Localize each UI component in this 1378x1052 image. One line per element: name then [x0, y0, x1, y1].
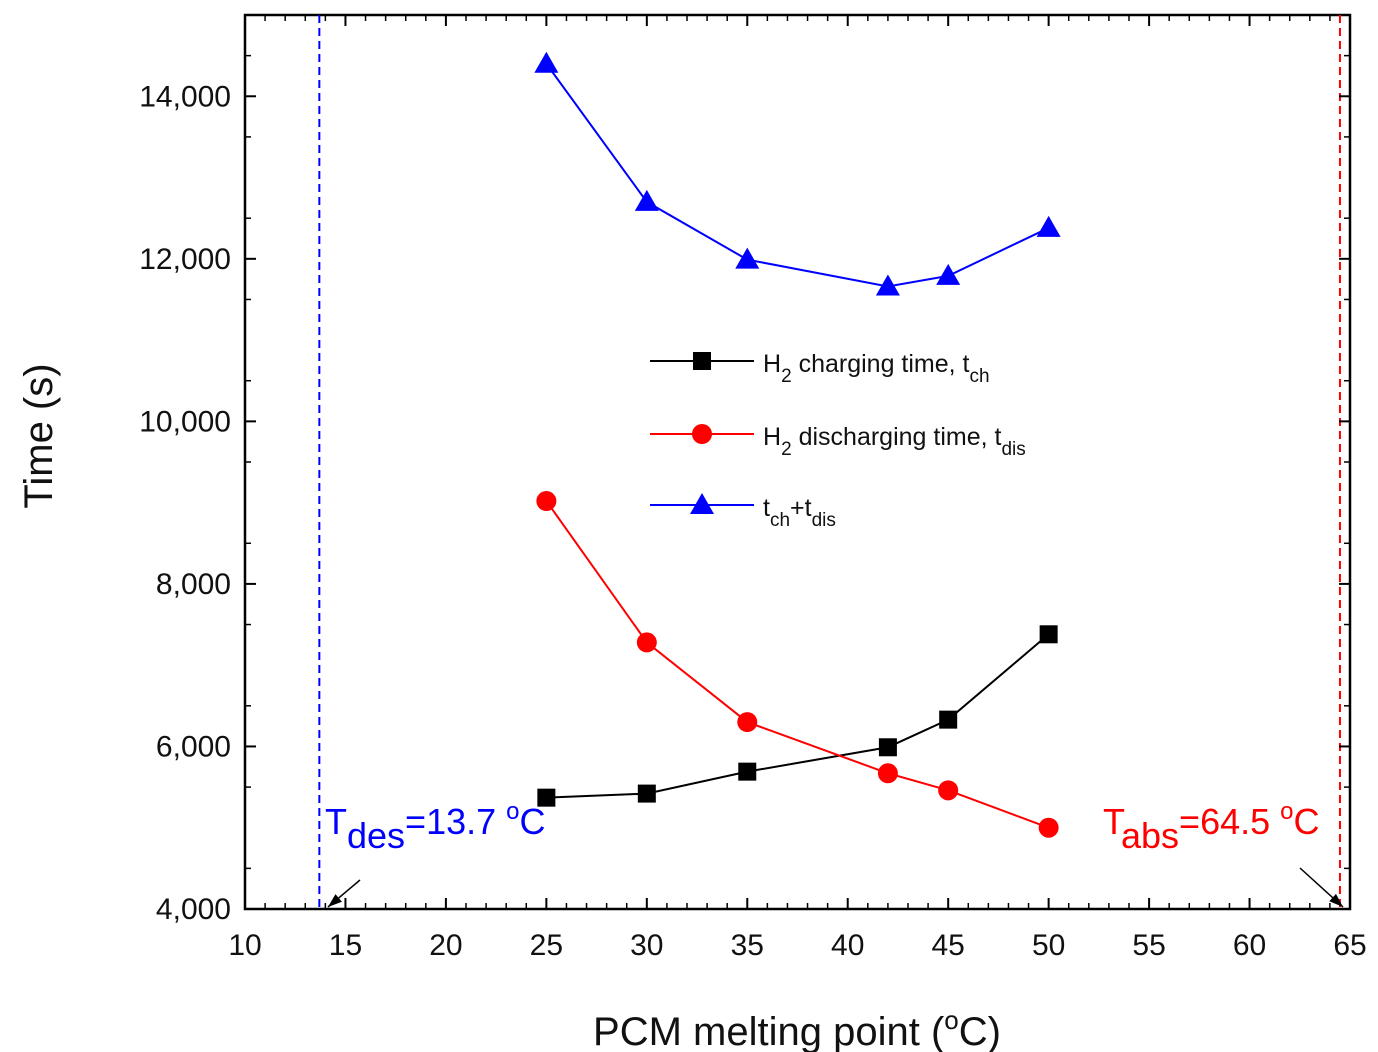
- y-tick-label: 8,000: [156, 568, 231, 601]
- y-tick-label: 10,000: [139, 405, 231, 438]
- data-point: [936, 263, 961, 285]
- data-point: [692, 424, 712, 444]
- annotations: Tdes=13.7 oC Tabs=64.5 oC: [325, 798, 1344, 908]
- data-point: [877, 763, 898, 784]
- annotation-arrowhead: [328, 894, 342, 907]
- data-point: [938, 780, 959, 801]
- plot-border: [243, 13, 1352, 911]
- x-axis-title: PCM melting point (oC): [593, 1005, 1001, 1052]
- x-tick-label: 35: [731, 929, 764, 962]
- x-tick-label: 20: [429, 929, 462, 962]
- legend-entry: H2 discharging time, tdis: [650, 423, 1026, 460]
- data-point: [634, 189, 659, 211]
- legend: H2 charging time, tch H2 discharging time…: [650, 350, 1026, 531]
- data-point: [536, 491, 557, 512]
- reference-label: Tabs=64.5 oC: [1103, 798, 1320, 856]
- data-point: [1036, 215, 1061, 237]
- x-tick-label: 65: [1333, 929, 1366, 962]
- data-point: [693, 352, 711, 370]
- reference-label: Tdes=13.7 oC: [325, 798, 546, 856]
- series-line: [546, 633, 1050, 799]
- series-line: [545, 500, 1049, 829]
- data-point: [1039, 625, 1058, 644]
- legend-label: H2 charging time, tch: [763, 350, 990, 387]
- data-point: [636, 632, 657, 653]
- y-tick-label: 12,000: [139, 243, 231, 276]
- annotation-arrowhead: [1329, 893, 1343, 907]
- y-tick-label: 4,000: [156, 893, 231, 926]
- x-tick-label: 45: [931, 929, 964, 962]
- x-axis-ticks: 10 15 20 25 30 35 40 45 50 55 60 65: [228, 15, 1367, 962]
- data-point: [875, 274, 900, 296]
- data-point: [537, 788, 556, 807]
- data-point: [1038, 817, 1059, 838]
- data-point: [534, 51, 559, 73]
- series: [534, 51, 1061, 296]
- x-tick-label: 55: [1132, 929, 1165, 962]
- y-axis-ticks: 4,000 6,000 8,000 10,000 12,000 14,000: [139, 54, 1350, 926]
- data-point: [878, 738, 897, 757]
- legend-entry: tch+tdis: [650, 493, 836, 531]
- legend-label: H2 discharging time, tdis: [763, 423, 1026, 460]
- plot-frame: [243, 13, 1352, 911]
- x-tick-label: 40: [831, 929, 864, 962]
- x-tick-label: 50: [1032, 929, 1065, 962]
- x-tick-label: 25: [530, 929, 563, 962]
- reference-lines: [318, 15, 1341, 909]
- series: [537, 625, 1058, 807]
- data-point: [735, 247, 760, 269]
- data-point: [737, 712, 758, 733]
- legend-entry: H2 charging time, tch: [650, 350, 990, 387]
- data-point: [637, 784, 656, 803]
- series-layer: [534, 51, 1061, 838]
- data-point: [939, 710, 958, 729]
- series: [536, 491, 1059, 838]
- data-point: [690, 493, 714, 514]
- y-axis-title: Time (s): [17, 363, 61, 508]
- x-tick-label: 30: [630, 929, 663, 962]
- y-tick-label: 14,000: [139, 80, 231, 113]
- x-tick-label: 60: [1233, 929, 1266, 962]
- y-tick-label: 6,000: [156, 730, 231, 763]
- series-line: [545, 63, 1050, 288]
- x-tick-label: 10: [228, 929, 261, 962]
- legend-label: tch+tdis: [763, 494, 836, 531]
- x-tick-label: 15: [329, 929, 362, 962]
- data-point: [738, 762, 757, 781]
